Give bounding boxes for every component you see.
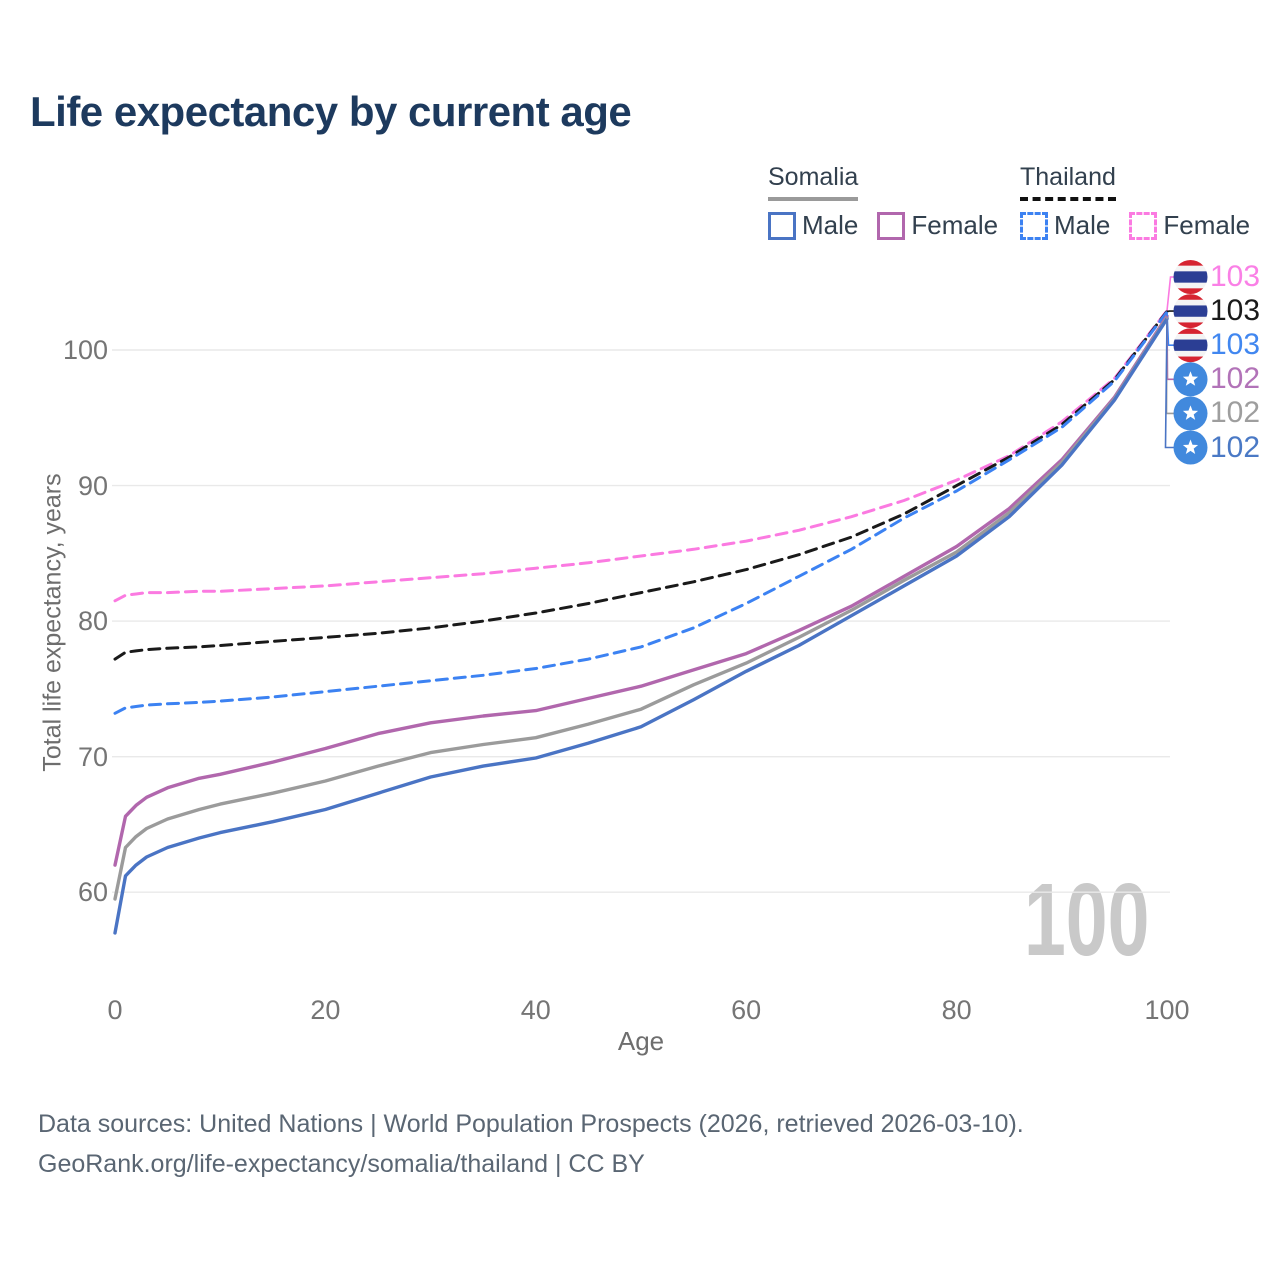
thailand-flag-icon: [1173, 260, 1208, 294]
footer-attribution: GeoRank.org/life-expectancy/somalia/thai…: [38, 1150, 645, 1178]
thailand-flag-icon: [1173, 328, 1208, 363]
end-value-label-somalia-female: 102: [1210, 362, 1261, 396]
x-tick-label-0: 0: [107, 995, 123, 1025]
x-tick-label-60: 60: [731, 995, 762, 1025]
y-tick-label-60: 60: [77, 877, 108, 908]
thailand-flag-icon: [1173, 294, 1208, 329]
legend-item-label: Female: [1163, 210, 1251, 240]
leader-line-somalia-male: [1164, 318, 1177, 449]
x-tick-label-100: 100: [1144, 995, 1190, 1025]
y-tick-label-70: 70: [77, 741, 108, 772]
legend-group-thailand: Thailand Male Female: [1020, 163, 1269, 241]
legend-item-label: Female: [911, 210, 999, 240]
page-title: Life expectancy by current age: [30, 88, 632, 135]
legend-group-somalia: Somalia Male Female: [768, 163, 1017, 241]
legend-item-thailand-female[interactable]: Female: [1129, 210, 1250, 241]
somalia-male-swatch-icon: [768, 211, 796, 240]
y-tick-label-90: 90: [77, 470, 108, 501]
end-value-label-thailand-female: 103: [1210, 260, 1261, 293]
series-line-somalia-female[interactable]: [113, 314, 1169, 867]
end-value-label-thailand-male: 103: [1210, 328, 1261, 362]
x-axis-title: Age: [617, 1026, 665, 1056]
x-tick-label-20: 20: [310, 995, 341, 1025]
series-line-thailand-male[interactable]: [113, 310, 1169, 715]
thailand-male-swatch-icon: [1020, 211, 1048, 240]
legend-item-label: Male: [802, 210, 859, 240]
y-tick-label-100: 100: [62, 335, 108, 365]
legend-thailand-underline: Thailand: [1020, 163, 1116, 201]
thailand-female-swatch-icon: [1129, 211, 1158, 240]
end-value-label-somalia-both: 102: [1210, 396, 1261, 430]
series-line-thailand-both[interactable]: [113, 309, 1169, 661]
somalia-female-swatch-icon: [877, 211, 906, 240]
footer-sources: Data sources: United Nations | World Pop…: [38, 1110, 1024, 1138]
legend-item-thailand-male[interactable]: Male: [1020, 210, 1110, 241]
series-line-somalia-male[interactable]: [113, 317, 1169, 935]
age-watermark: 100: [1023, 862, 1150, 977]
x-tick-label-40: 40: [520, 995, 551, 1025]
series-line-thailand-female[interactable]: [113, 309, 1169, 603]
series-line-somalia-both[interactable]: [113, 315, 1169, 901]
x-tick-label-80: 80: [941, 995, 972, 1025]
somalia-flag-icon: [1173, 396, 1208, 431]
end-value-label-somalia-male: 102: [1210, 430, 1261, 464]
legend-item-label: Male: [1054, 210, 1111, 240]
legend-somalia-underline: Somalia: [768, 163, 859, 201]
somalia-flag-icon: [1173, 362, 1208, 397]
legend-item-somalia-female[interactable]: Female: [877, 210, 998, 241]
end-value-label-thailand-both: 103: [1210, 294, 1261, 328]
legend-item-somalia-male[interactable]: Male: [768, 210, 858, 241]
somalia-flag-icon: [1173, 430, 1208, 465]
y-tick-label-80: 80: [77, 606, 108, 637]
